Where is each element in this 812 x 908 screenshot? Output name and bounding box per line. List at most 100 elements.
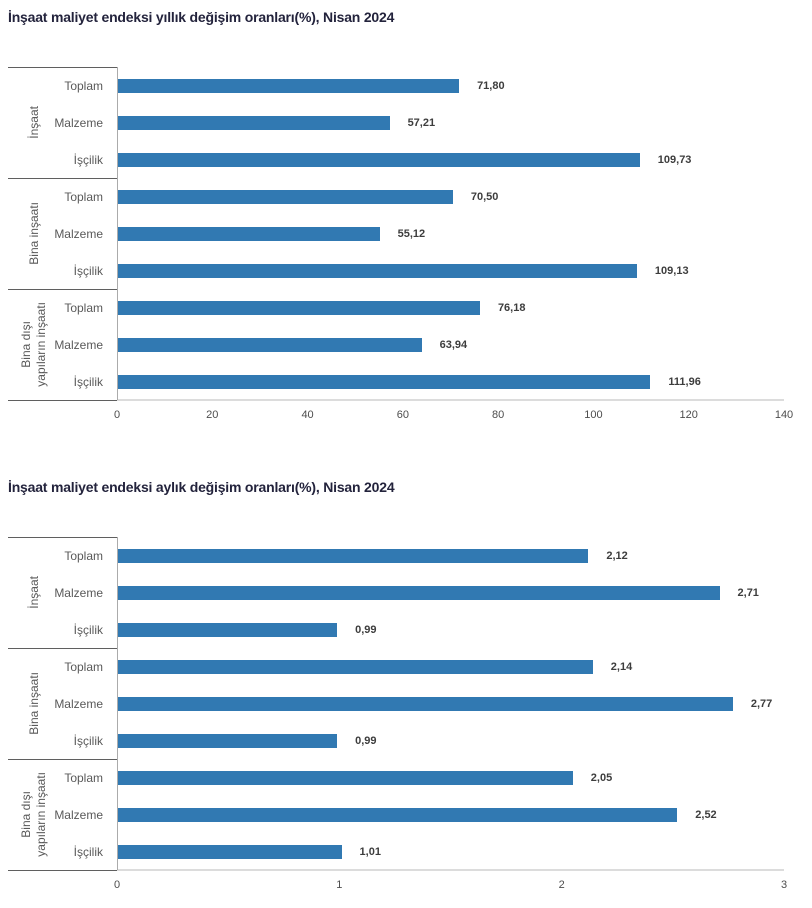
bar-track: 2,77 [117, 685, 784, 722]
bar-track: 109,13 [117, 252, 784, 289]
category-label: İşçilik [73, 374, 103, 389]
group-separator [8, 759, 117, 760]
bar-track: 0,99 [117, 722, 784, 759]
group-separator [8, 67, 117, 68]
category-label: İşçilik [73, 733, 103, 748]
category-label: Toplam [64, 770, 103, 785]
bar [117, 152, 640, 167]
category-label: Toplam [64, 548, 103, 563]
bar [117, 263, 637, 278]
bar-track: 55,12 [117, 215, 784, 252]
value-label: 76,18 [497, 301, 526, 314]
category-label: İşçilik [73, 152, 103, 167]
bar [117, 337, 422, 352]
value-label: 109,73 [657, 153, 692, 166]
bar-track: 71,80 [117, 67, 784, 104]
bar-track: 1,01 [117, 833, 784, 870]
group-separator [8, 289, 117, 290]
bar-track: 2,05 [117, 759, 784, 796]
category-label: Toplam [64, 189, 103, 204]
bar-track: 76,18 [117, 289, 784, 326]
bar [117, 770, 573, 785]
x-axis-tick-label: 100 [584, 409, 603, 421]
chart-row: Toplam 76,18 [8, 289, 784, 326]
value-label: 109,13 [654, 264, 689, 277]
group-separator [8, 648, 117, 649]
bar [117, 300, 480, 315]
monthly-chart-canvas: İnşaat Toplam 2,12 Malzeme 2,71 İşçilik 0,99 Bi… [8, 537, 787, 898]
category-label: Toplam [64, 300, 103, 315]
category-label: Toplam [64, 78, 103, 93]
y-axis-line [117, 67, 118, 400]
bar-track: 63,94 [117, 326, 784, 363]
annual-change-chart-section: İnşaat maliyet endeksi yıllık değişim or… [8, 8, 794, 428]
chart-row: İşçilik 111,96 [8, 363, 784, 400]
category-label: İşçilik [73, 263, 103, 278]
y-axis-line [117, 537, 118, 870]
bar-track: 109,73 [117, 141, 784, 178]
bar [117, 374, 651, 389]
x-axis-tick-label: 60 [396, 409, 409, 421]
category-label: Malzeme [54, 226, 103, 241]
group-separator [8, 870, 117, 871]
monthly-chart-title: İnşaat maliyet endeksi aylık değişim ora… [8, 479, 395, 495]
x-axis-tick-label: 0 [113, 409, 121, 421]
category-label: İşçilik [73, 622, 103, 637]
value-label: 70,50 [470, 190, 499, 203]
chart-row: İşçilik 1,01 [8, 833, 784, 870]
bar [117, 189, 453, 204]
category-label: Malzeme [54, 585, 103, 600]
bar [117, 696, 733, 711]
bar [117, 733, 338, 748]
chart-row: Toplam 2,12 [8, 537, 784, 574]
group-separator [8, 537, 117, 538]
annual-chart-title: İnşaat maliyet endeksi yıllık değişim or… [8, 9, 395, 25]
x-axis-tick-label: 20 [206, 409, 219, 421]
chart-row: Toplam 2,14 [8, 648, 784, 685]
chart-row: Toplam 71,80 [8, 67, 784, 104]
plot-area: İnşaat Toplam 2,12 Malzeme 2,71 İşçilik 0,99 Bi… [8, 537, 784, 871]
value-label: 2,71 [737, 586, 759, 599]
category-label: Malzeme [54, 807, 103, 822]
value-label: 55,12 [397, 227, 426, 240]
category-label: Toplam [64, 659, 103, 674]
bar [117, 585, 720, 600]
bar-track: 2,52 [117, 796, 784, 833]
x-axis-ticks: 0 1 2 3 [114, 870, 787, 898]
bar [117, 115, 390, 130]
value-label: 0,99 [355, 623, 377, 636]
bar-track: 57,21 [117, 104, 784, 141]
x-axis-tick-label: 1 [336, 879, 343, 891]
x-axis-tick-label: 140 [774, 409, 794, 421]
value-label: 111,96 [668, 375, 701, 388]
value-label: 2,12 [606, 549, 628, 562]
x-axis-line [117, 399, 784, 401]
chart-row: İşçilik 0,99 [8, 611, 784, 648]
chart-row: Malzeme 2,77 [8, 685, 784, 722]
annual-chart-canvas: İnşaat Toplam 71,80 Malzeme 57,21 İşçilik 109,… [8, 67, 793, 428]
category-label: Malzeme [54, 115, 103, 130]
category-label: Malzeme [54, 696, 103, 711]
chart-row: İşçilik 0,99 [8, 722, 784, 759]
value-label: 63,94 [439, 338, 468, 351]
category-label: İşçilik [73, 844, 103, 859]
bar [117, 226, 380, 241]
x-axis-tick-label: 40 [301, 409, 314, 421]
value-label: 57,21 [407, 116, 436, 129]
x-axis-tick-label: 80 [492, 409, 505, 421]
category-label: Malzeme [54, 337, 103, 352]
value-label: 0,99 [355, 734, 377, 747]
bar [117, 807, 678, 822]
chart-row: Malzeme 55,12 [8, 215, 784, 252]
chart-row: İşçilik 109,73 [8, 141, 784, 178]
chart-row: Toplam 70,50 [8, 178, 784, 215]
bar [117, 659, 593, 674]
chart-row: İşçilik 109,13 [8, 252, 784, 289]
bar-track: 2,12 [117, 537, 784, 574]
chart-row: Malzeme 57,21 [8, 104, 784, 141]
group-separator [8, 178, 117, 179]
plot-area: İnşaat Toplam 71,80 Malzeme 57,21 İşçilik 109,… [8, 67, 784, 401]
group-separator [8, 400, 117, 401]
chart-row: Malzeme 2,71 [8, 574, 784, 611]
bar [117, 844, 342, 859]
